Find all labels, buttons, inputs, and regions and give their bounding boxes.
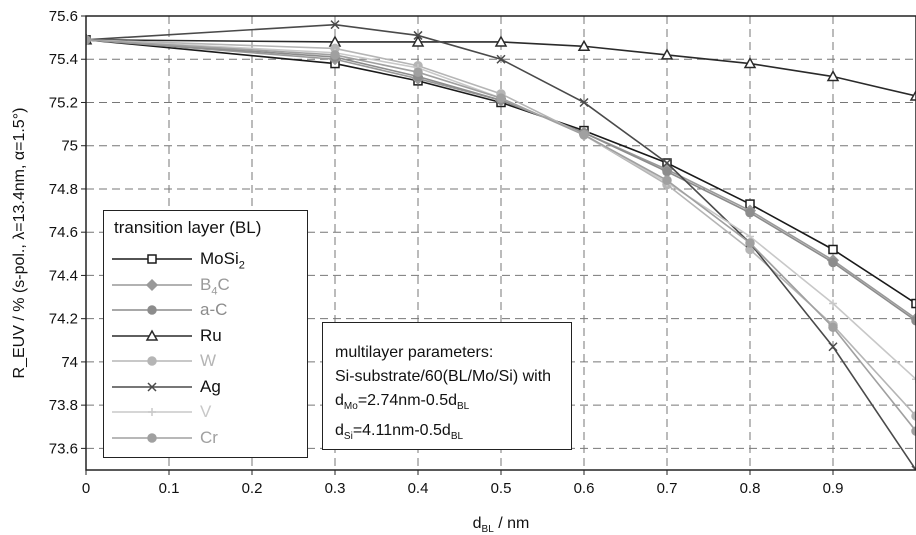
data-point-v: [829, 299, 837, 308]
data-point-cr: [86, 35, 91, 45]
data-point-cr: [579, 130, 589, 140]
legend-label: Cr: [200, 427, 218, 447]
legend-swatch-marker: [148, 408, 156, 416]
data-point-mosi2: [911, 298, 916, 309]
legend-label: W: [200, 351, 217, 370]
y-tick-label: 75.2: [49, 94, 78, 111]
y-tick-label: 74.8: [49, 181, 78, 198]
data-point-cr: [911, 426, 916, 436]
legend-swatch-ag: [112, 381, 192, 392]
legend-item-w: W: [112, 350, 302, 372]
data-point-cr: [413, 67, 423, 77]
data-point-ru: [660, 48, 674, 60]
data-point-ru: [909, 89, 916, 101]
data-point-ag: [413, 30, 423, 40]
legend-item-a-c: a-C: [112, 299, 302, 321]
params-line-2: Si-substrate/60(BL/Mo/Si) with: [335, 368, 552, 385]
x-tick-label: 0: [82, 480, 90, 497]
legend-item-ru: Ru: [112, 325, 302, 347]
legend-label: a-C: [200, 300, 228, 319]
data-point-ag: [579, 97, 589, 108]
legend-label: V: [200, 402, 212, 421]
y-tick-label: 74.4: [49, 267, 78, 284]
legend-item-v: V: [112, 401, 302, 423]
x-axis-label: dBL / nm: [473, 515, 530, 535]
data-point-ru: [577, 39, 591, 52]
data-point-v: [912, 375, 916, 384]
data-point-cr: [496, 93, 506, 103]
data-point-cr: [828, 322, 838, 333]
tick-labels: 0 0.1 0.2 0.3 0.4 0.5 0.6 0.7 0.8 0.9 75.6 75.4 75.2…: [49, 8, 844, 497]
x-tick-label: 0.7: [657, 480, 678, 497]
data-point-ru: [411, 35, 425, 47]
data-point-mosi2: [828, 244, 838, 255]
data-point-a-c: [662, 166, 672, 177]
data-point-ru: [743, 57, 757, 69]
legend-swatch-marker: [147, 305, 157, 315]
x-tick-label: 0.1: [159, 480, 180, 497]
y-axis-label: R_EUV / % (s-pol., λ=13.4nm, α=1.5°): [11, 108, 28, 379]
y-tick-label: 74.2: [49, 311, 78, 328]
data-point-a-c: [745, 207, 755, 218]
data-point-ag: [911, 465, 916, 470]
params-line-3: dMo=2.74nm-0.5dBL: [335, 392, 470, 413]
legend-swatch-marker: [145, 328, 159, 341]
legend-label: MoSi2: [200, 249, 245, 272]
data-point-w: [911, 411, 916, 421]
params-line-4: dSi=4.11nm-0.5dBL: [335, 422, 464, 443]
legend-swatch-cr: [112, 432, 192, 443]
data-point-cr: [330, 50, 340, 60]
legend-label: Ru: [200, 325, 222, 345]
x-tick-label: 0.2: [242, 480, 263, 497]
data-point-cr: [662, 175, 672, 186]
legend-title: transition layer (BL): [114, 218, 262, 237]
data-point-ag: [330, 20, 340, 30]
y-tick-label: 73.6: [49, 440, 78, 457]
x-tick-label: 0.4: [408, 480, 429, 497]
data-point-a-c: [828, 257, 838, 268]
series-layer: [86, 20, 916, 470]
data-point-cr: [745, 238, 755, 248]
data-point-ru: [494, 35, 508, 47]
x-tick-label: 0.5: [491, 480, 512, 497]
legend-swatch-marker: [147, 381, 157, 392]
legend-label: Ag: [200, 376, 221, 396]
data-point-ag: [662, 158, 672, 168]
grid-lines: [86, 16, 916, 470]
y-tick-label: 75: [61, 138, 78, 155]
x-tick-label: 0.9: [823, 480, 844, 497]
legend-swatch-a-c: [112, 305, 192, 315]
legend-swatch-marker: [147, 356, 157, 366]
legend-swatch-mosi2: [112, 254, 192, 264]
legend: transition layer (BL) MoSi2 B4C a-C Ru W Ag V C…: [103, 210, 308, 458]
legend-item-b4c: B4C: [112, 274, 302, 297]
x-tick-label: 0.3: [325, 480, 346, 497]
legend-swatch-ru: [112, 328, 192, 341]
legend-swatch-marker: [145, 278, 159, 291]
series-group: [86, 20, 916, 470]
legend-item-cr: Cr: [112, 427, 302, 449]
y-tick-label: 75.4: [49, 51, 78, 68]
multilayer-parameters-box: multilayer parameters: Si-substrate/60(B…: [322, 322, 572, 450]
data-point-a-c: [911, 316, 916, 326]
data-point-ru: [826, 69, 840, 82]
legend-swatch-v: [112, 408, 192, 416]
legend-swatch-w: [112, 356, 192, 366]
y-tick-label: 74.6: [49, 224, 78, 241]
legend-swatch-marker: [147, 254, 157, 264]
x-tick-label: 0.8: [740, 480, 761, 497]
y-tick-label: 74: [61, 354, 78, 371]
y-tick-label: 75.6: [49, 8, 78, 25]
legend-swatch-marker: [147, 432, 157, 443]
legend-item-mosi2: MoSi2: [112, 248, 302, 272]
y-tick-label: 73.8: [49, 397, 78, 414]
x-tick-label: 0.6: [574, 480, 595, 497]
data-point-ag: [828, 342, 838, 352]
legend-swatch-b4c: [112, 278, 192, 291]
data-point-ag: [496, 54, 506, 64]
legend-item-ag: Ag: [112, 376, 302, 398]
legend-label: B4C: [200, 274, 230, 297]
params-line-1: multilayer parameters:: [335, 344, 494, 361]
